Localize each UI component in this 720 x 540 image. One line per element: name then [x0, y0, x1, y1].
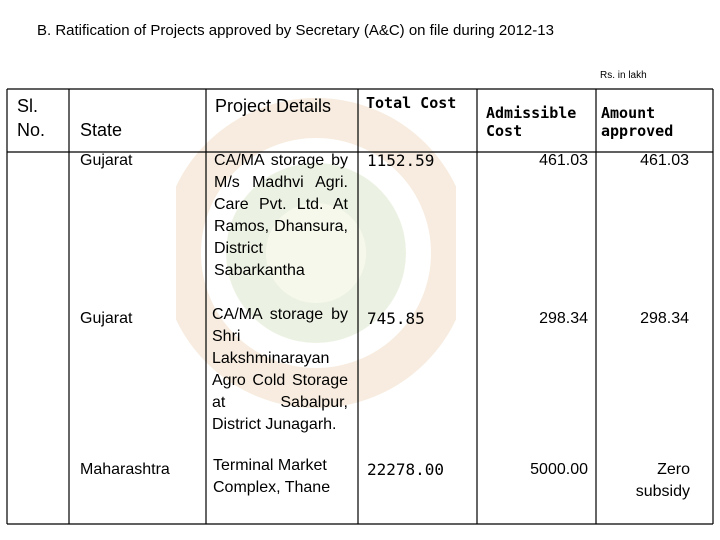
row3-amount-approved: Zero subsidy: [635, 461, 690, 500]
header-amount-approved: Amount approved: [601, 104, 674, 140]
row2-admissible-cost: 298.34: [539, 310, 588, 327]
header-total-cost: Total Cost: [366, 94, 457, 112]
row2-amount-approved: 298.34: [640, 310, 689, 327]
row3-project-details: Terminal Market Complex, Thane: [213, 457, 331, 496]
header-project-details: Project Details: [215, 96, 332, 116]
row2-total-cost: 745.85: [367, 309, 425, 328]
row3-admissible-cost: 5000.00: [530, 461, 588, 478]
row3-total-cost: 22278.00: [367, 460, 445, 479]
row3-state: Maharashtra: [80, 461, 170, 478]
unit-note: Rs. in lakh: [600, 70, 647, 81]
row2-project-details: CA/MA storage by Shri Lakshminarayan Agr…: [212, 306, 348, 433]
row1-total-cost: 1152.59: [367, 151, 435, 170]
header-admissible-cost: Admissible Cost: [486, 104, 577, 140]
row1-project-details: CA/MA storage by M/s Madhvi Agri. Care P…: [214, 152, 348, 279]
row1-amount-approved: 461.03: [640, 152, 689, 169]
header-sl-no: Sl. No.: [17, 96, 46, 140]
row1-admissible-cost: 461.03: [539, 152, 588, 169]
row2-state: Gujarat: [80, 310, 133, 327]
page-title: B. Ratification of Projects approved by …: [37, 22, 554, 39]
row1-state: Gujarat: [80, 152, 133, 169]
header-state: State: [80, 120, 123, 140]
